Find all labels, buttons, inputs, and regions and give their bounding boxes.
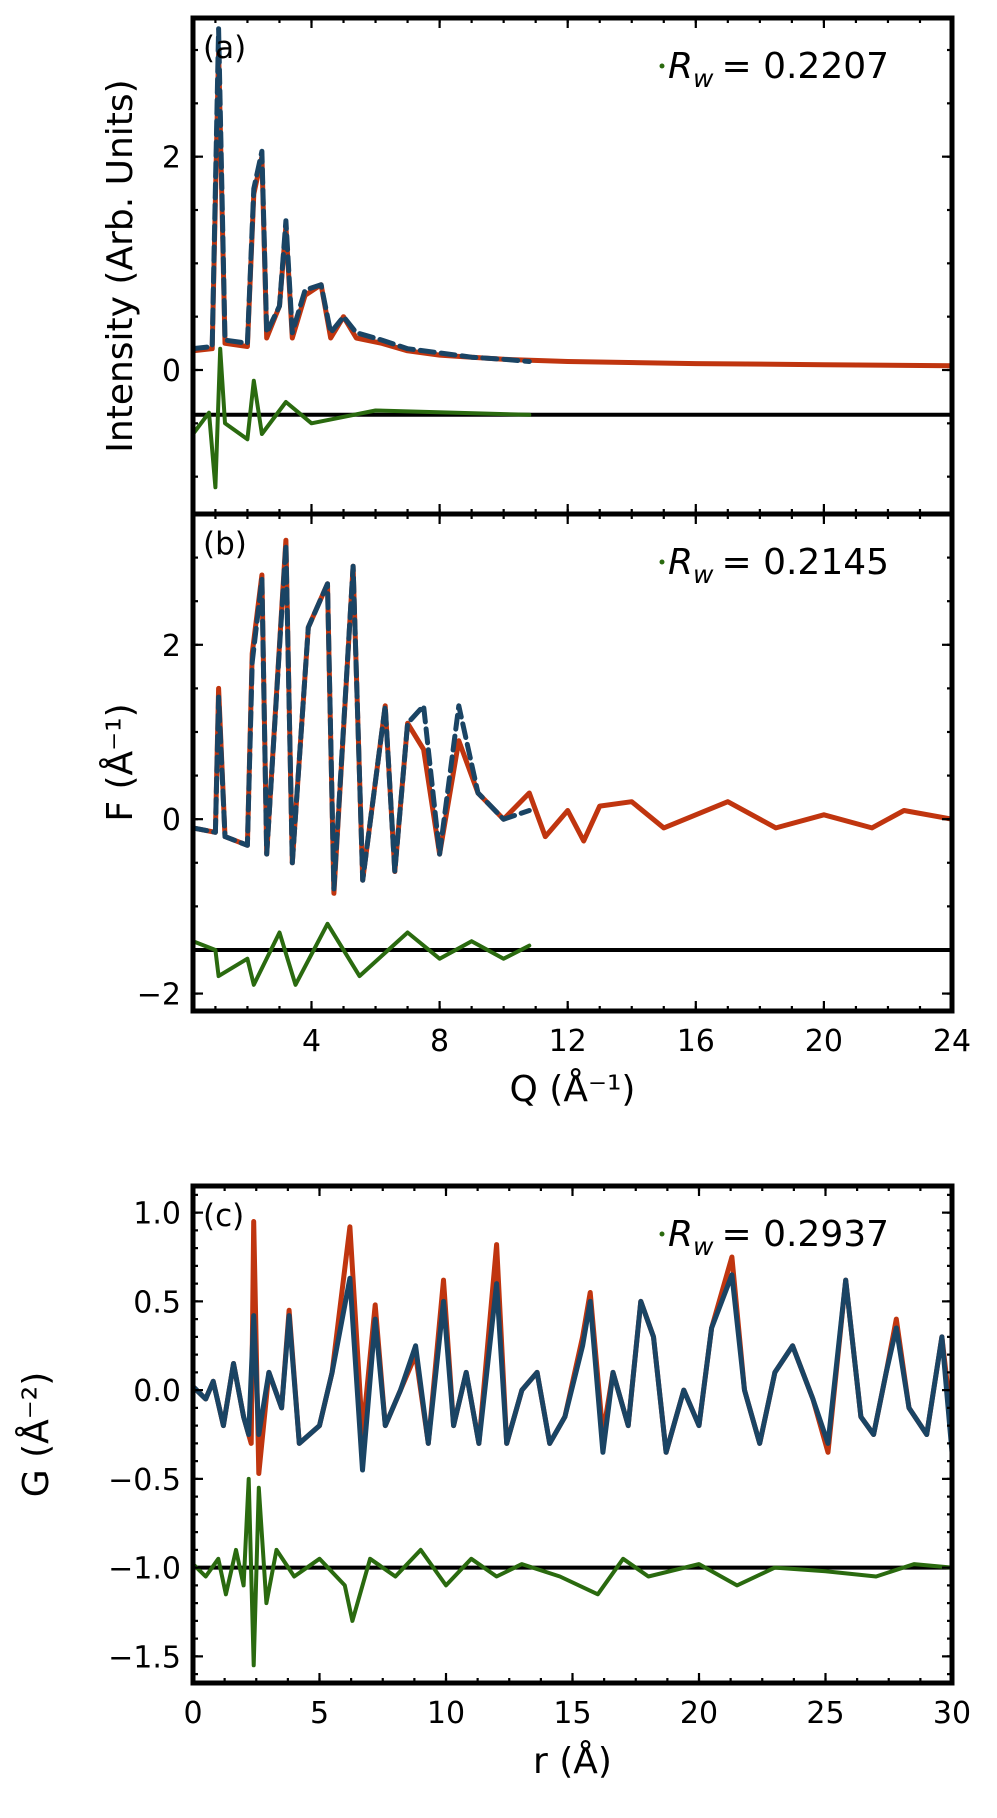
x-tick-label: 25 [806,1696,844,1731]
x-tick-label: 15 [553,1696,591,1731]
rw-symbol: R [668,542,693,583]
y-tick-label: −1.5 [108,1640,181,1675]
x-axis-label: Q (Å⁻¹) [510,1067,636,1110]
y-tick-label: 1.0 [133,1197,181,1232]
series-observed-line [193,542,532,892]
panel-label: (b) [203,526,247,562]
y-tick-label: −0.5 [108,1463,181,1498]
rw-symbol: R [668,1214,693,1255]
rw-value: = 0.2207 [721,46,889,87]
panel-b-reduced-structure-function-plot: 4 8 12 16 20 24 −2 0 2 (b) Rw = 0.2145 F (Å⁻¹) Q (Å⁻¹… [98,511,971,1110]
y-tick-label: 2 [162,141,181,176]
rw-annotation: Rw = 0.2207 [668,46,889,93]
plot-area [193,1219,952,1668]
y-tick-label: 0.5 [133,1285,181,1320]
plot-frame [190,511,955,1014]
x-tick-label: 16 [677,1024,715,1059]
rw-symbol: R [668,46,693,87]
rw-annotation: Rw = 0.2145 [668,542,889,589]
rw-subscript: w [693,1232,714,1261]
rw-legend-marker [659,63,665,69]
x-tick-label: 30 [933,1696,971,1731]
plot-frame [190,15,955,517]
y-tick-label: 2 [162,629,181,664]
series-calculated-line [193,537,952,896]
x-tick-label: 10 [427,1696,465,1731]
y-axis-label: G (Å⁻²) [14,1372,57,1498]
series-observed-line [193,1272,952,1473]
series-difference-line [193,921,532,987]
rw-subscript: w [693,560,714,589]
rw-legend-marker [659,1231,665,1237]
x-tick-label: 5 [310,1696,329,1731]
rw-value: = 0.2145 [721,542,889,583]
y-axis-label: Intensity (Arb. Units) [100,79,141,452]
y-tick-label: −2 [137,978,181,1013]
x-tick-label: 0 [183,1696,202,1731]
series-difference-line [193,1476,952,1668]
series-difference-line [193,346,532,490]
rw-subscript: w [693,64,714,93]
series-observed-line [193,26,532,364]
series-calculated-line [193,47,952,369]
x-tick-label: 12 [549,1024,587,1059]
x-tick-label: 4 [302,1024,321,1059]
y-axis-label: F (Å⁻¹) [98,703,141,821]
x-tick-label: 20 [805,1024,843,1059]
rw-annotation: Rw = 0.2937 [668,1214,889,1261]
panel-c-pdf-plot: 0 5 10 15 20 25 30 −1.5 −1.0 −0.5 0.0 0.5 1.0 (c) Rw = … [14,1183,971,1782]
rw-value: = 0.2937 [721,1214,889,1255]
y-tick-label: −1.0 [108,1552,181,1587]
x-tick-label: 8 [430,1024,449,1059]
rw-legend-marker [659,559,665,565]
x-axis-label: r (Å) [533,1739,612,1782]
panel-label: (c) [203,1198,244,1234]
panel-label: (a) [203,30,246,66]
y-tick-label: 0 [162,803,181,838]
y-tick-label: 0 [162,354,181,389]
x-tick-label: 24 [933,1024,971,1059]
panel-a-intensity-plot: 0 2 (a) Rw = 0.2207 Intensity (Arb. Units) [100,15,955,517]
y-tick-label: 0.0 [133,1374,181,1409]
plot-area [193,26,952,490]
x-tick-label: 20 [680,1696,718,1731]
plot-area [193,537,952,987]
